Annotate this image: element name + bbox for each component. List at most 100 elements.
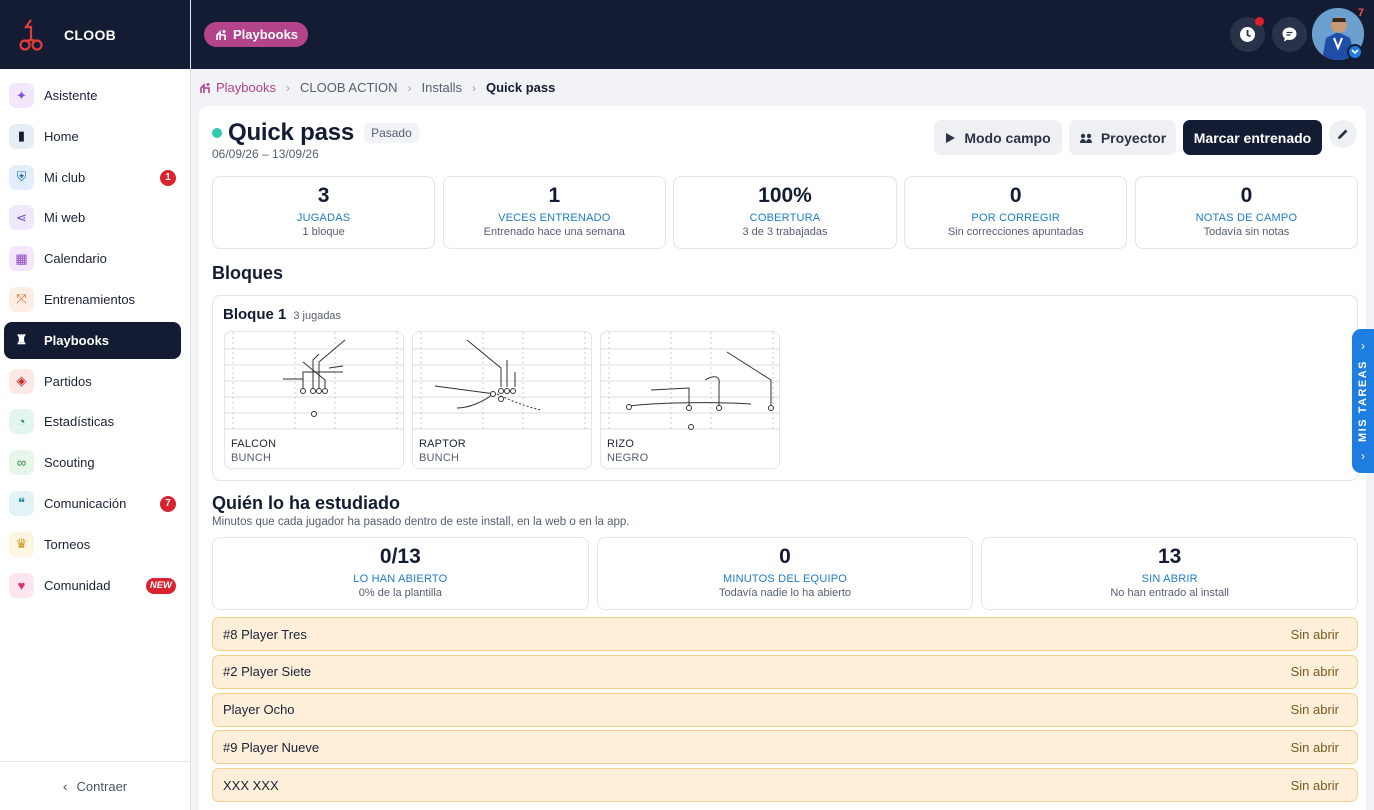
chat-bubble-icon: [1282, 27, 1297, 42]
cloob-logo-icon: [19, 18, 43, 51]
collapse-label: Contraer: [76, 778, 128, 794]
study-subtitle: Minutos que cada jugador ha pasado dentr…: [212, 516, 630, 528]
block-count: 3 jugadas: [293, 310, 342, 322]
breadcrumb-installs[interactable]: Installs: [421, 80, 462, 95]
list-item[interactable]: #2 Player Siete Sin abrir: [212, 654, 1358, 689]
sidebar-item-label: Playbooks: [44, 332, 110, 348]
edit-button[interactable]: [1329, 120, 1357, 148]
sidebar-item-asistente[interactable]: ✦ Asistente: [4, 77, 181, 114]
whistle-icon: ⤧: [9, 286, 34, 312]
sidebar-item-partidos[interactable]: ◈ Partidos: [4, 363, 181, 400]
projector-icon: [1079, 133, 1092, 143]
mark-trained-button[interactable]: Marcar entrenado: [1183, 120, 1322, 155]
my-tasks-tab[interactable]: › MIS TAREAS ›: [1352, 329, 1374, 473]
football-icon: ◈: [9, 368, 34, 394]
chevron-right-icon: ›: [285, 80, 290, 95]
avatar-badge-count: 7: [1357, 7, 1364, 19]
stat-card: 100% COBERTURA 3 de 3 trabajadas: [673, 176, 897, 249]
player-name: #9 Player Nueve: [223, 739, 320, 755]
stat-value: 13: [1158, 545, 1182, 568]
install-stats: 3 JUGADAS 1 bloque 1 VECES ENTRENADO Entrenad…: [212, 176, 1359, 249]
stat-label: NOTAS DE CAMPO: [1195, 212, 1298, 224]
play-name: RAPTOR: [419, 438, 466, 450]
playbook-icon: ♜: [9, 327, 34, 353]
play-card-falcon[interactable]: FALCON BUNCH: [224, 331, 404, 469]
play-diagram-icon: [225, 332, 403, 432]
blocks-title: Bloques: [212, 263, 284, 283]
sidebar-item-comunicacion[interactable]: ❝ Comunicación 7: [4, 485, 181, 522]
block-card: Bloque 1 3 jugadas FALCON BUNCH: [212, 295, 1358, 481]
sidebar-item-mi-club[interactable]: ⛨ Mi club 1: [4, 159, 181, 196]
breadcrumb: Playbooks › CLOOB ACTION › Installs › Qu…: [199, 69, 555, 106]
install-card: Quick pass Pasado 06/09/26 – 13/09/26 Mo…: [199, 106, 1366, 810]
sidebar-item-calendario[interactable]: ▦ Calendario: [4, 240, 181, 277]
sidebar-item-playbooks[interactable]: ♜ Playbooks: [4, 321, 181, 359]
sidebar-item-label: Mi web: [44, 210, 86, 226]
stat-label: SIN ABRIR: [1141, 573, 1198, 585]
field-mode-label: Modo campo: [964, 129, 1051, 146]
projector-label: Proyector: [1100, 129, 1167, 146]
calendar-icon: ▦: [9, 246, 34, 272]
stat-card: 0 NOTAS DE CAMPO Todavía sin notas: [1134, 176, 1359, 249]
pencil-icon: [1338, 129, 1348, 139]
play-card-raptor[interactable]: RAPTOR BUNCH: [412, 331, 592, 469]
messages-button[interactable]: [1272, 17, 1307, 52]
projector-button[interactable]: Proyector: [1069, 120, 1176, 155]
chevron-right-icon: ›: [1361, 339, 1365, 353]
player-name: XXX XXX: [223, 777, 279, 793]
block-title: Bloque 1: [223, 306, 287, 323]
topbar: Playbooks 7: [191, 0, 1374, 69]
history-button[interactable]: [1230, 17, 1265, 52]
breadcrumb-club[interactable]: CLOOB ACTION: [299, 80, 398, 95]
notification-badge: 1: [160, 169, 176, 186]
collapse-sidebar-button[interactable]: ‹ Contraer: [0, 761, 190, 810]
sidebar-item-torneos[interactable]: ♛ Torneos: [4, 526, 181, 563]
status-badge: Pasado: [364, 123, 419, 143]
logo-area: CLOOB: [0, 0, 190, 69]
play-formation: BUNCH: [419, 452, 460, 464]
stat-card: 1 VECES ENTRENADO Entrenado hace una seman…: [442, 176, 666, 249]
stat-sub: Todavía nadie lo ha abierto: [718, 587, 852, 599]
breadcrumb-playbooks[interactable]: Playbooks: [216, 80, 276, 95]
play-icon: [946, 132, 956, 143]
list-item[interactable]: #8 Player Tres Sin abrir: [212, 617, 1358, 651]
sidebar-item-home[interactable]: ▮ Home: [4, 118, 181, 155]
sidebar-item-comunidad[interactable]: ♥ Comunidad NEW: [4, 567, 181, 604]
play-formation: BUNCH: [231, 452, 272, 464]
list-item[interactable]: Player Ocho Sin abrir: [212, 692, 1358, 727]
sidebar-item-label: Entrenamientos: [44, 291, 136, 307]
stat-value: 0: [779, 545, 791, 568]
chevron-left-icon: ‹: [62, 778, 68, 794]
player-status: Sin abrir: [1290, 739, 1339, 755]
sidebar-item-label: Comunidad: [44, 577, 111, 593]
sidebar-nav: ✦ Asistente ▮ Home ⛨ Mi club 1 ⋖ Mi web ▦ Calendar…: [0, 69, 190, 604]
notification-badge: NEW: [145, 577, 176, 594]
sidebar-item-label: Home: [44, 128, 79, 144]
sidebar-item-estadisticas[interactable]: ◔ Estadísticas: [4, 403, 181, 440]
list-item[interactable]: #9 Player Nueve Sin abrir: [212, 730, 1358, 765]
play-card-rizo[interactable]: RIZO NEGRO: [600, 331, 780, 469]
section-pill[interactable]: Playbooks: [204, 22, 309, 47]
sidebar-item-entrenamientos[interactable]: ⤧ Entrenamientos: [4, 281, 181, 318]
player-status: Sin abrir: [1290, 626, 1339, 642]
sidebar-item-scouting[interactable]: ∞ Scouting: [4, 444, 181, 481]
chat-icon: ❝: [9, 490, 34, 516]
stat-card: 13 SIN ABRIR No han entrado al install: [981, 537, 1359, 610]
stat-value: 100%: [758, 184, 812, 207]
pie-chart-icon: ◔: [9, 409, 34, 435]
binoculars-icon: ∞: [9, 450, 34, 476]
stat-card: 0/13 LO HAN ABIERTO 0% de la plantilla: [212, 537, 589, 610]
stat-card: 0 MINUTOS DEL EQUIPO Todavía nadie lo ha a…: [596, 537, 974, 610]
list-item[interactable]: XXX XXX Sin abrir: [212, 768, 1358, 803]
player-name: #2 Player Siete: [223, 664, 312, 680]
sidebar-item-label: Asistente: [44, 88, 98, 103]
players-list: #8 Player Tres Sin abrir #2 Player Siete Si…: [212, 617, 1358, 806]
field-mode-button[interactable]: Modo campo: [934, 120, 1062, 155]
avatar-chevron-down-icon[interactable]: [1347, 44, 1363, 60]
stat-value: 0: [1240, 184, 1253, 207]
player-status: Sin abrir: [1290, 664, 1339, 680]
study-title: Quién lo ha estudiado: [212, 493, 401, 513]
sidebar-item-label: Comunicación: [44, 495, 127, 511]
avatar-photo-icon: [1312, 8, 1364, 60]
sidebar-item-mi-web[interactable]: ⋖ Mi web: [4, 199, 181, 236]
